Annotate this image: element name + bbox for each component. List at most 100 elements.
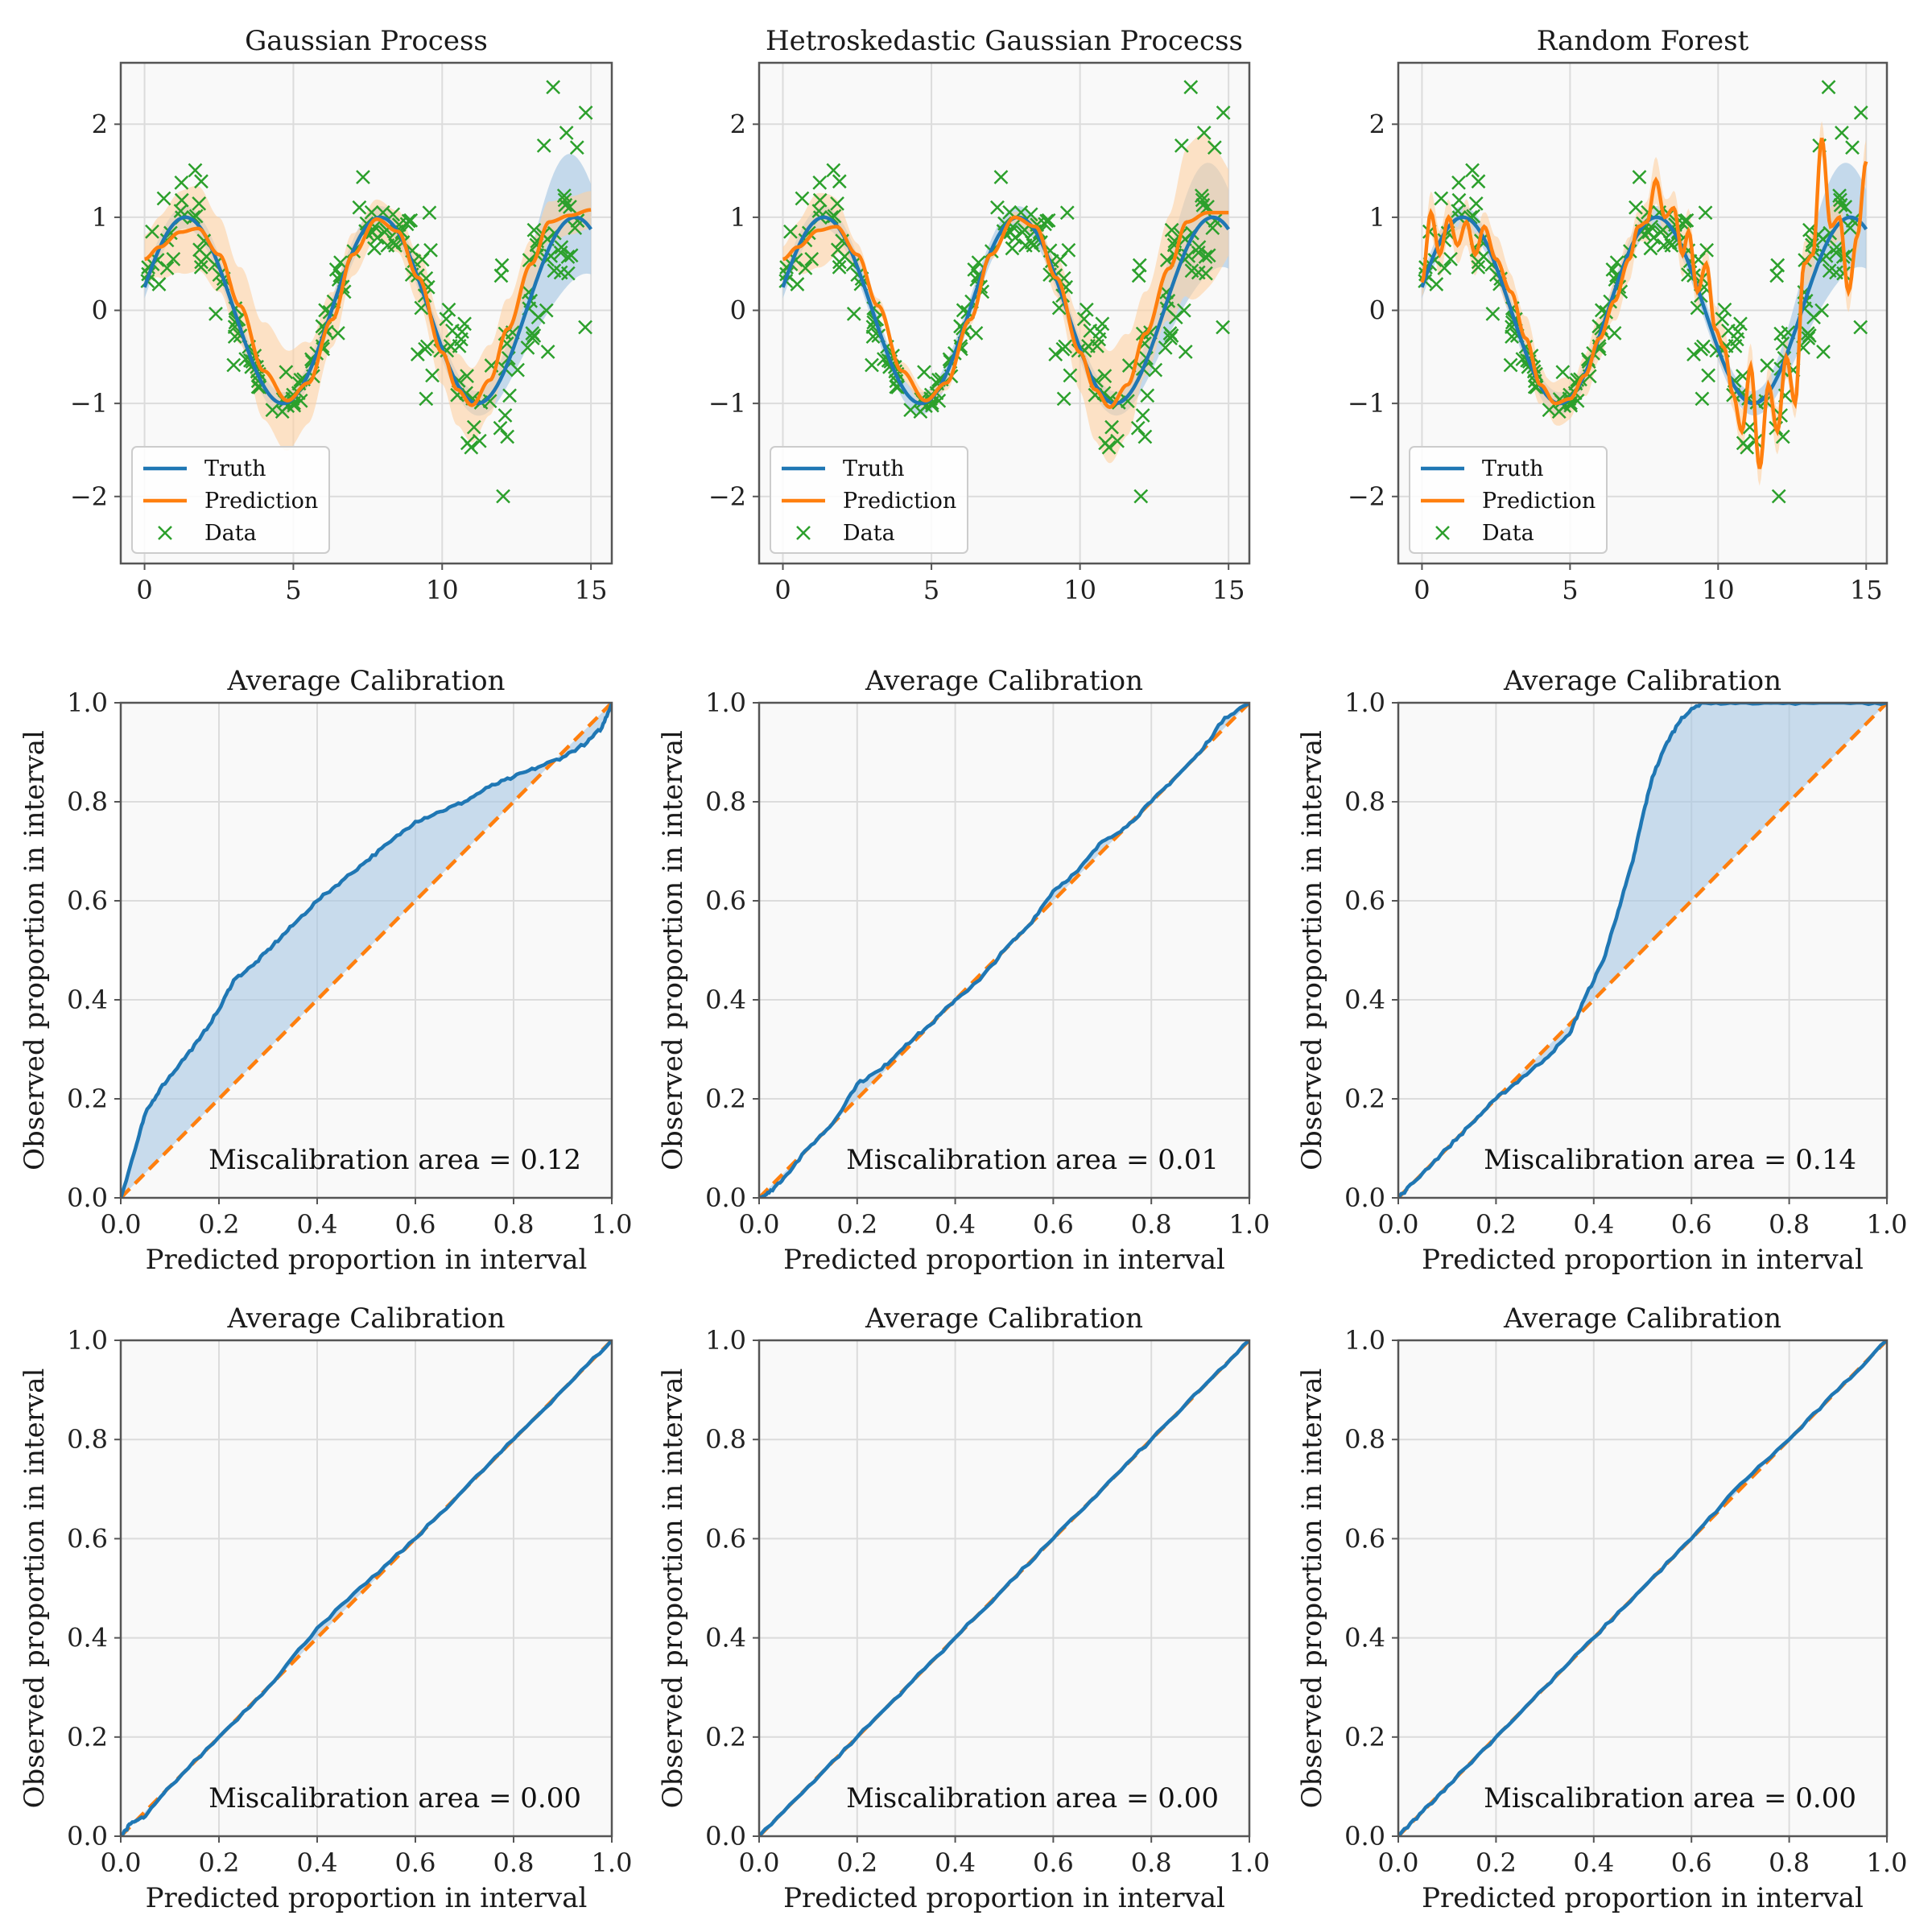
plot-area [121, 1340, 612, 1836]
data-point [554, 240, 569, 255]
y-tick-label: 0.2 [67, 1722, 108, 1752]
y-tick-label: −2 [70, 481, 108, 512]
data-point [1195, 192, 1210, 208]
data-point [460, 369, 474, 384]
x-tick-label: 5 [923, 575, 939, 605]
calibration-panel-cal_hgp_1: 0.0 0.2 0.4 0.6 0.8 1.0 0.0 0.2 0.4 0.6 0.8 1.0 Aver… [657, 665, 1269, 1276]
plot-area [759, 1340, 1249, 1836]
x-tick-label: 0.4 [1573, 1847, 1614, 1878]
data-point [188, 163, 203, 178]
data-point [1773, 326, 1789, 341]
x-tick-label: 0.4 [297, 1209, 338, 1240]
data-point [403, 213, 419, 228]
data-point [1148, 362, 1163, 378]
y-tick-label: 0.4 [705, 1623, 746, 1653]
data-point [331, 325, 345, 341]
data-point [1005, 241, 1020, 256]
data-point [832, 254, 847, 270]
data-point [422, 205, 437, 221]
observed-calibration-line [759, 1340, 1249, 1836]
data-point [569, 140, 584, 155]
data-point [1201, 248, 1216, 263]
data-point [865, 357, 879, 373]
data-point [1076, 312, 1092, 327]
y-tick-label: 0 [1369, 295, 1385, 326]
data-point [798, 261, 813, 275]
axes-title: Average Calibration [865, 665, 1143, 697]
data-point [1629, 200, 1643, 215]
data-point [990, 200, 1005, 215]
x-tick-label: 0.2 [1476, 1209, 1517, 1240]
y-tick-label: 1.0 [1344, 687, 1385, 718]
data-point [510, 362, 525, 378]
data-point [1163, 331, 1178, 346]
y-tick-label: 0 [92, 295, 108, 326]
legend: Truth Prediction Data [131, 446, 330, 554]
data-point [1694, 341, 1709, 357]
data-point [1178, 345, 1193, 359]
data-point [795, 191, 810, 206]
data-point [1607, 325, 1622, 341]
x-tick-label: 0.8 [493, 1209, 535, 1240]
data-point [1451, 204, 1465, 219]
y-tick-label: −1 [1348, 388, 1385, 419]
axes-title: Hetroskedastic Gaussian Procecss [766, 25, 1243, 57]
data-point [558, 197, 573, 213]
data-point [173, 204, 188, 219]
data-point [993, 170, 1009, 184]
y-tick-label: −2 [1348, 481, 1385, 512]
data-point [1055, 341, 1071, 357]
data-point [1176, 303, 1191, 318]
y-tick-label: 0.6 [1344, 886, 1385, 916]
x-tick-label: 0.8 [1131, 1209, 1172, 1240]
data-point [1133, 489, 1149, 504]
data-point [560, 250, 576, 264]
miscalibration-annotation: Miscalibration area = 0.01 [846, 1144, 1219, 1176]
plot-area [140, 80, 593, 504]
data-point [1095, 316, 1110, 332]
y-tick-label: 0.0 [67, 1183, 108, 1213]
plot-area [759, 703, 1249, 1198]
data-point [1471, 259, 1486, 275]
data-point [1643, 241, 1658, 256]
data-point [1121, 394, 1135, 409]
data-point [1771, 489, 1786, 504]
axes-frame [758, 61, 1251, 565]
data-point [1833, 197, 1848, 213]
data-point [1083, 323, 1098, 338]
data-point [1191, 246, 1206, 260]
data-point [913, 404, 928, 419]
x-tick-label: 0.0 [739, 1209, 780, 1240]
data-point [441, 302, 456, 317]
data-point [279, 365, 294, 380]
y-tick-label: 0.2 [705, 1084, 746, 1114]
x-tick-label: 0.8 [1769, 1209, 1810, 1240]
y-tick-label: 2 [730, 109, 746, 139]
data-point [1196, 126, 1212, 140]
y-tick-label: 2 [1369, 109, 1385, 139]
data-point [1829, 240, 1844, 255]
x-tick-label: 0.8 [1131, 1847, 1172, 1878]
data-point [226, 357, 242, 373]
data-point [1679, 213, 1695, 228]
data-point [1838, 200, 1853, 214]
data-point [502, 388, 517, 403]
x-axis-label: Predicted proportion in interval [1422, 1244, 1864, 1276]
data-point [1814, 303, 1830, 318]
legend-label-truth: Truth [1482, 456, 1544, 481]
data-point [1698, 205, 1713, 221]
prediction-line [144, 208, 592, 407]
x-tick-label: 1.0 [592, 1847, 633, 1878]
data-point [1769, 268, 1785, 283]
y-axis-label: Observed proportion in interval [1296, 730, 1328, 1170]
x-tick-label: 0.6 [395, 1847, 436, 1878]
observed-calibration-line [1398, 1340, 1887, 1836]
x-tick-label: 0.6 [1671, 1209, 1712, 1240]
data-point [1801, 331, 1816, 346]
x-tick-label: 5 [285, 575, 301, 605]
miscalibration-annotation: Miscalibration area = 0.00 [1484, 1782, 1856, 1814]
data-point [482, 394, 497, 409]
y-tick-label: 0.6 [705, 886, 746, 916]
x-tick-label: 0.6 [1033, 1847, 1074, 1878]
